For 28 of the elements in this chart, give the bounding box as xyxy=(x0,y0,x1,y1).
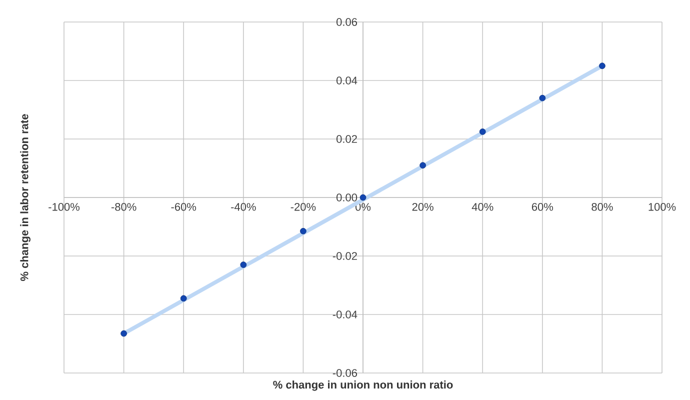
y-tick-label: 0.06 xyxy=(336,18,358,26)
point xyxy=(180,295,187,302)
y-tick-label: -0.06 xyxy=(332,369,358,377)
x-tick-label: -40% xyxy=(231,203,256,211)
x-tick-label: 80% xyxy=(592,203,613,211)
point xyxy=(120,330,127,337)
x-tick-label: 100% xyxy=(648,203,676,211)
x-tick-label: 40% xyxy=(472,203,494,211)
x-axis-title: % change in union non union ratio xyxy=(273,380,453,391)
y-tick-label: -0.02 xyxy=(332,252,357,260)
y-tick-label: 0.02 xyxy=(336,135,357,143)
point xyxy=(240,262,247,268)
x-tick-label: -20% xyxy=(290,203,316,211)
x-tick-label: -60% xyxy=(171,203,196,211)
y-tick-label: 0.04 xyxy=(336,76,358,84)
point xyxy=(360,194,366,201)
y-axis-title: % change in labor retention rate xyxy=(20,114,30,281)
point xyxy=(599,62,606,70)
y-tick-label: -0.04 xyxy=(332,310,358,318)
x-tick-label: 60% xyxy=(532,203,554,211)
y-tick-label: 0.00 xyxy=(336,194,358,202)
x-tick-label: -80% xyxy=(111,203,136,211)
point xyxy=(479,128,486,135)
point xyxy=(539,94,546,102)
x-tick-label: -100% xyxy=(48,203,80,211)
point xyxy=(420,162,426,169)
point xyxy=(300,228,306,234)
x-tick-label: 20% xyxy=(412,203,434,211)
